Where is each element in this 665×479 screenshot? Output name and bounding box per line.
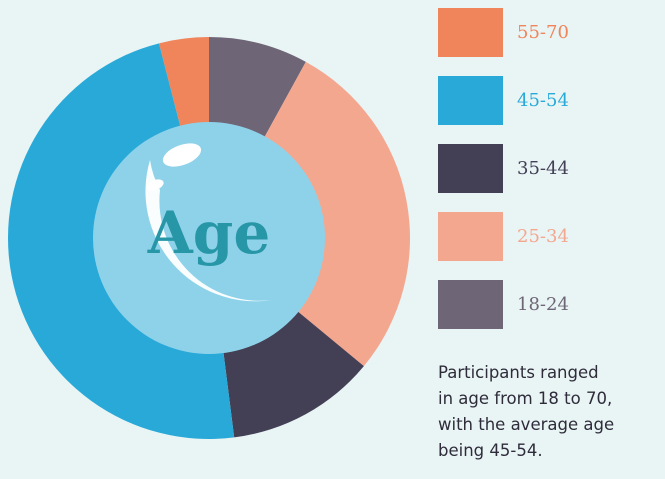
slice	[209, 37, 306, 151]
chart-title: Age	[147, 199, 270, 267]
slice	[159, 37, 209, 142]
legend-label: 18-24	[517, 294, 569, 315]
note-line: being 45-54.	[438, 441, 543, 460]
bubble-shine	[162, 143, 202, 167]
legend-label: 35-44	[517, 158, 569, 179]
legend-swatch	[438, 144, 503, 193]
legend-swatch	[438, 280, 503, 329]
legend-swatch	[438, 212, 503, 261]
legend-swatch	[438, 8, 503, 57]
note-line: with the average age	[438, 415, 614, 434]
legend-label: 55-70	[517, 22, 569, 43]
bubble-highlight	[145, 160, 272, 302]
legend-label: 45-54	[517, 90, 569, 111]
note-line: Participants ranged	[438, 363, 599, 382]
legend: 18-24 25-34 35-44 45-54 55-70	[438, 8, 569, 329]
note-line: in age from 18 to 70,	[438, 389, 612, 408]
legend-label: 25-34	[517, 226, 569, 247]
legend-swatch	[438, 76, 503, 125]
bubble-shine	[146, 179, 164, 191]
